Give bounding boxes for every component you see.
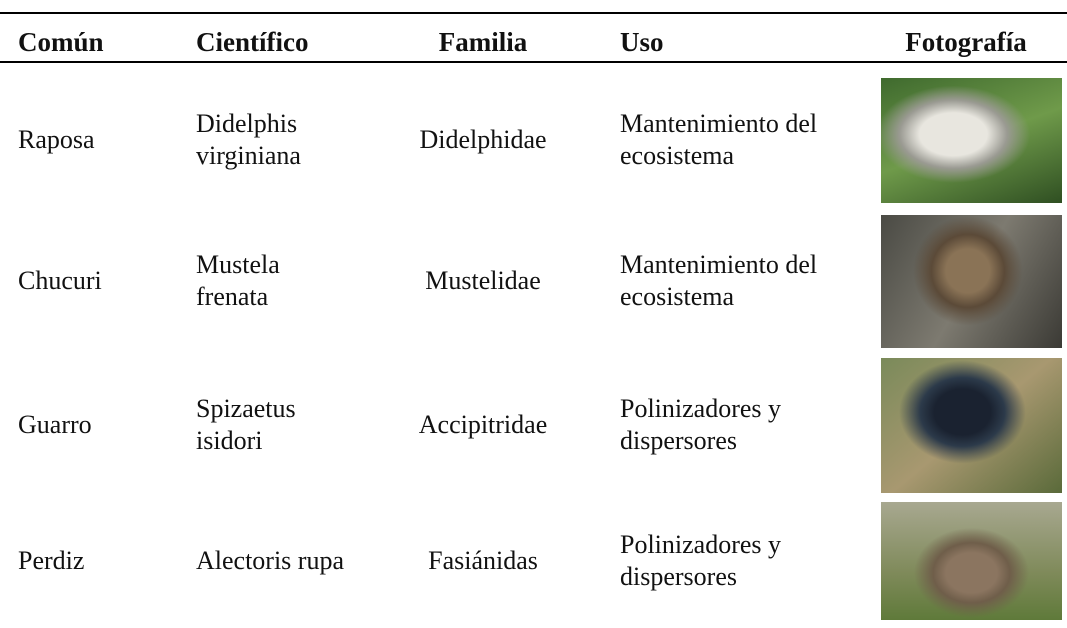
photo [881,502,1062,620]
table-cell: Raposa [18,125,95,154]
table-cell: Spizaetus isidori [196,394,296,455]
table-cell: Polinizadores y dispersores [620,530,782,591]
table-cell: Mustela frenata [196,250,280,311]
table-cell: Mustelidae [425,266,541,295]
photo [881,358,1062,493]
header-cell: Uso [620,27,664,57]
table-cell: Guarro [18,410,92,439]
header-rule [0,61,1067,63]
table-cell: Polinizadores y dispersores [620,394,782,455]
table-cell: Chucuri [18,266,102,295]
table-cell: Fasiánidas [428,546,538,575]
table-cell: Didelphis virginiana [196,109,301,170]
header-cell: Común [18,27,104,57]
table-cell: Perdiz [18,546,85,575]
table-cell: Didelphidae [419,125,547,154]
photo [881,215,1062,348]
table-cell: Mantenimiento del ecosistema [620,109,818,170]
header-cell: Científico [196,27,309,57]
top-rule [0,12,1067,14]
table-cell: Alectoris rupa [196,546,345,575]
table-cell: Mantenimiento del ecosistema [620,250,818,311]
photo [881,78,1062,203]
table-cell: Accipitridae [418,410,548,439]
header-cell: Familia [438,27,528,57]
header-cell: Fotografía [905,27,1027,57]
